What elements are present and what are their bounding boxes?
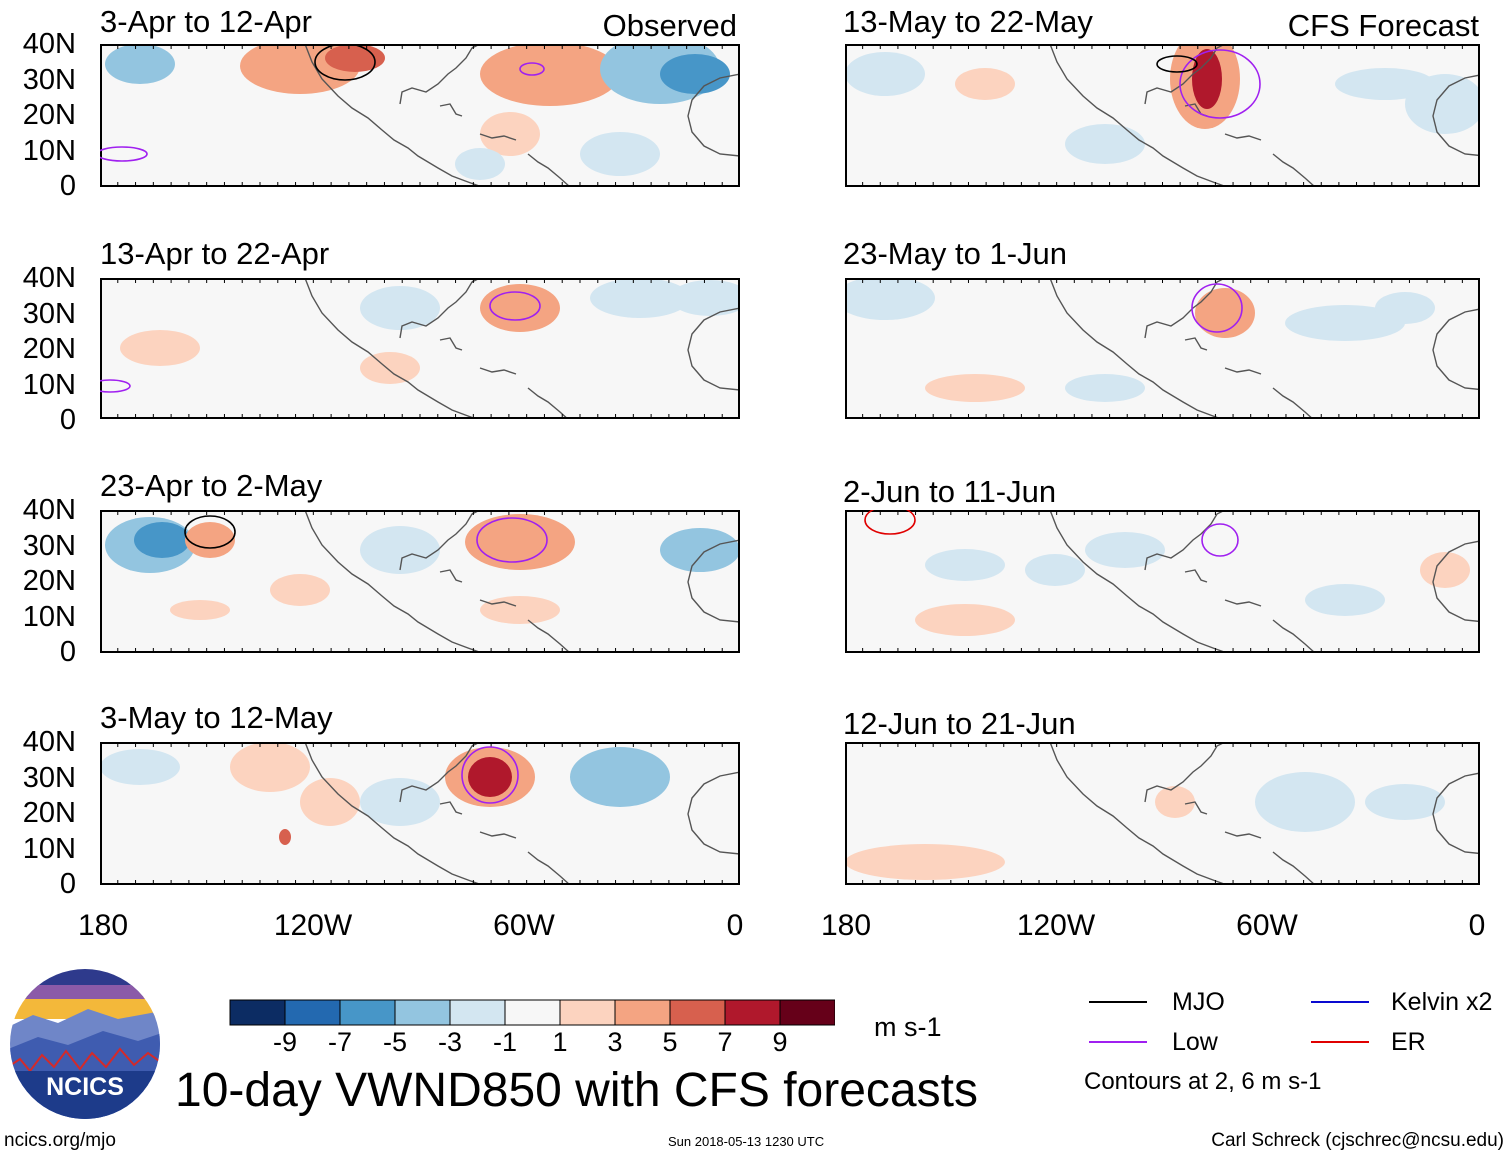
panel-title-3: 3-May to 12-May: [100, 700, 333, 735]
colorbar-tick-6: 3: [607, 1027, 623, 1057]
colorbar-box-4: [449, 999, 506, 1026]
credit: Carl Schreck (cjschrec@ncsu.edu): [1211, 1130, 1504, 1151]
lat-label-2-3: 10N: [22, 600, 76, 633]
contour-note: Contours at 2, 6 m s-1: [1084, 1068, 1322, 1095]
logo-text: NCICS: [46, 1073, 124, 1101]
lat-label-0-3: 10N: [22, 134, 76, 167]
legend-label-kelvin: Kelvin x2: [1391, 988, 1493, 1016]
map-panel-6: [845, 510, 1480, 653]
lat-label-1-1: 30N: [22, 297, 76, 330]
legend-line-er: [1311, 1041, 1369, 1043]
lat-label-1-0: 40N: [22, 262, 76, 294]
colorbar-box-7: [614, 999, 671, 1026]
lat-label-3-2: 20N: [22, 797, 76, 829]
colorbar-box-2: [339, 999, 396, 1026]
colorbar-tick-9: 9: [772, 1027, 788, 1057]
panel-title-1: 13-Apr to 22-Apr: [100, 236, 330, 271]
colorbar-box-3: [394, 999, 451, 1026]
colorbar-unit: m s-1: [874, 1012, 942, 1042]
colorbar: [229, 999, 835, 1026]
colorbar-box-0: [229, 999, 286, 1026]
lon-label-0: 0: [726, 909, 744, 942]
lat-label-2-2: 20N: [22, 565, 76, 597]
colorbar-box-9: [724, 999, 781, 1026]
lat-label-3-1: 30N: [22, 761, 76, 794]
legend-line-kelvin: [1311, 1001, 1369, 1003]
colorbar-tick-0: -9: [272, 1027, 298, 1057]
legend-line-mjo: [1089, 1001, 1147, 1003]
lon-label-120w-right: 120W: [1016, 909, 1096, 942]
map-panel-4: [845, 44, 1480, 187]
lat-label-2-0: 40N: [22, 494, 76, 526]
map-panel-0: [100, 44, 740, 187]
legend-label-low: Low: [1172, 1028, 1218, 1056]
main-title: 10-day VWND850 with CFS forecasts: [175, 1064, 978, 1117]
colorbar-box-1: [284, 999, 341, 1026]
map-panel-5: [845, 278, 1480, 419]
colorbar-box-5: [504, 999, 561, 1026]
colorbar-box-10: [779, 999, 835, 1026]
colorbar-tick-2: -5: [382, 1027, 408, 1057]
map-panel-7: [845, 742, 1480, 885]
lon-label-0-right: 0: [1468, 909, 1486, 942]
lon-label-180: 180: [77, 909, 129, 942]
lon-label-60w-right: 60W: [1236, 909, 1298, 942]
legend-label-er: ER: [1391, 1028, 1426, 1056]
colorbar-tick-8: 7: [717, 1027, 733, 1057]
panel-title-0: 3-Apr to 12-Apr: [100, 4, 312, 39]
lat-label-0-4: 0: [59, 170, 76, 202]
observed-header: Observed: [602, 8, 737, 43]
lon-label-120w: 120W: [273, 909, 353, 942]
lon-label-60w: 60W: [493, 909, 555, 942]
panel-title-6: 2-Jun to 11-Jun: [843, 474, 1057, 509]
lat-label-2-4: 0: [59, 636, 76, 668]
legend-line-low: [1089, 1041, 1147, 1043]
legend-label-mjo: MJO: [1172, 988, 1225, 1016]
website-link[interactable]: ncics.org/mjo: [4, 1130, 116, 1151]
lat-label-0-0: 40N: [22, 28, 76, 60]
timestamp: Sun 2018-05-13 1230 UTC: [668, 1134, 825, 1149]
map-panel-1: [100, 278, 740, 419]
colorbar-tick-1: -7: [327, 1027, 353, 1057]
lon-label-180-right: 180: [820, 909, 872, 942]
lat-label-3-4: 0: [59, 868, 76, 900]
lat-label-0-1: 30N: [22, 63, 76, 96]
lat-label-3-3: 10N: [22, 832, 76, 865]
panel-title-2: 23-Apr to 2-May: [100, 468, 323, 503]
colorbar-tick-4: -1: [492, 1027, 518, 1057]
lat-label-0-2: 20N: [22, 99, 76, 131]
panel-title-7: 12-Jun to 21-Jun: [843, 706, 1076, 741]
lat-label-2-1: 30N: [22, 529, 76, 562]
panel-title-5: 23-May to 1-Jun: [843, 236, 1067, 271]
lat-label-1-3: 10N: [22, 368, 76, 401]
ncics-logo: NCICS: [10, 969, 160, 1119]
lat-label-1-4: 0: [59, 404, 76, 436]
colorbar-tick-7: 5: [662, 1027, 678, 1057]
map-panel-3: [100, 742, 740, 885]
colorbar-tick-5: 1: [552, 1027, 568, 1057]
cfs-forecast-header: CFS Forecast: [1287, 8, 1479, 43]
colorbar-box-6: [559, 999, 616, 1026]
colorbar-tick-3: -3: [437, 1027, 463, 1057]
lat-label-1-2: 20N: [22, 333, 76, 365]
map-panel-2: [100, 510, 740, 653]
lat-label-3-0: 40N: [22, 726, 76, 758]
panel-title-4: 13-May to 22-May: [843, 4, 1093, 39]
colorbar-box-8: [669, 999, 726, 1026]
